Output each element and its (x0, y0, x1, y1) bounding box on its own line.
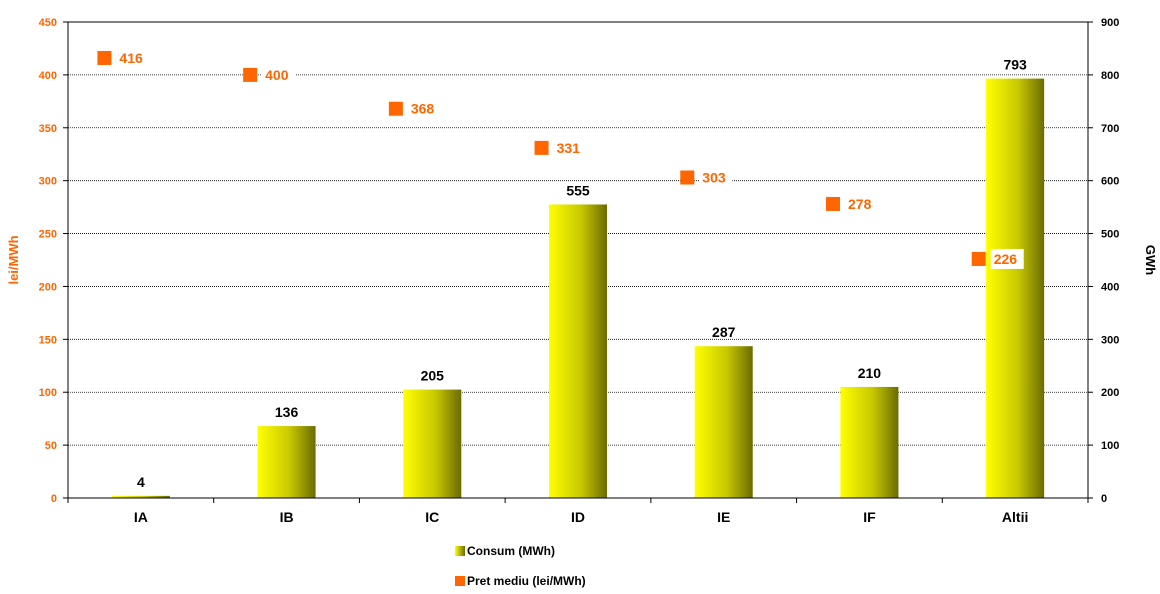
x-tick-label: Altii (1002, 509, 1028, 525)
right-tick-label: 300 (1101, 334, 1119, 346)
bar-value-label: 210 (858, 365, 882, 381)
marker-label-bg (990, 248, 1024, 269)
marker-label-bg (116, 47, 150, 68)
left-tick-label: 400 (39, 70, 57, 82)
marker-label-bg (262, 64, 296, 85)
left-tick-label: 250 (39, 229, 57, 241)
bar (840, 386, 899, 498)
bar-value-label: 555 (566, 182, 590, 198)
marker-label-bg (845, 193, 878, 214)
legend-label-consum: Consum (MWh) (467, 544, 555, 558)
price-value-label: 416 (119, 50, 143, 66)
left-tick-label: 100 (39, 387, 57, 399)
price-value-label: 400 (265, 67, 289, 83)
price-marker (243, 67, 258, 82)
left-tick-label: 350 (39, 123, 57, 135)
right-tick-label: 200 (1101, 387, 1119, 399)
x-tick-label: ID (571, 509, 585, 525)
price-value-label: 331 (557, 140, 581, 156)
price-marker (680, 170, 695, 185)
legend-item-consum: Consum (MWh) (455, 544, 555, 558)
left-tick-label: 450 (39, 17, 57, 29)
right-axis-title: GWh (1143, 245, 1158, 275)
left-tick-label: 50 (45, 440, 57, 452)
bar (403, 389, 462, 498)
bar-value-label: 793 (1003, 57, 1027, 73)
price-marker (971, 251, 986, 266)
marker-label-bg (699, 167, 733, 188)
legend-swatch-consum (455, 546, 465, 556)
bar-value-label: 287 (712, 324, 736, 340)
x-tick-label: IE (717, 509, 730, 525)
axes: 0501001502002503003504004500100200300400… (6, 17, 1158, 525)
right-tick-label: 900 (1101, 17, 1119, 29)
price-value-label: 303 (702, 169, 726, 185)
right-tick-label: 700 (1101, 123, 1119, 135)
marker-label-bg (553, 137, 587, 158)
price-marker (388, 101, 403, 116)
right-tick-label: 500 (1101, 229, 1119, 241)
price-marker (826, 196, 840, 211)
left-tick-label: 150 (39, 334, 57, 346)
left-tick-label: 0 (51, 493, 57, 505)
price-marker (534, 140, 549, 155)
labels: 4 136 205 555 287 210 793 (137, 57, 1027, 490)
right-tick-label: 800 (1101, 70, 1119, 82)
right-tick-label: 600 (1101, 176, 1119, 188)
bar-value-label: 205 (421, 368, 445, 384)
left-tick-label: 200 (39, 281, 57, 293)
left-axis-title: lei/MWh (6, 235, 21, 284)
bars (111, 78, 1045, 498)
marker-label-bg (407, 98, 441, 119)
bar (549, 204, 607, 498)
bar-value-label: 4 (137, 474, 145, 490)
x-tick-label: IB (280, 509, 294, 525)
bar (111, 495, 170, 498)
markers: 416 400 368 331 303 278 226 (97, 47, 1024, 269)
price-marker (97, 50, 112, 65)
right-tick-label: 100 (1101, 440, 1119, 452)
x-tick-label: IC (425, 509, 439, 525)
right-tick-label: 0 (1101, 493, 1107, 505)
bar (694, 346, 753, 498)
price-value-label: 278 (848, 196, 872, 212)
legend-swatch-pret (455, 576, 465, 586)
legend-label-pret: Pret mediu (lei/MWh) (467, 574, 586, 588)
x-tick-label: IF (863, 509, 876, 525)
bar-value-label: 136 (275, 404, 299, 420)
x-tick-label: IA (134, 509, 148, 525)
left-tick-label: 300 (39, 176, 57, 188)
legend-item-pret: Pret mediu (lei/MWh) (455, 574, 586, 588)
bar (257, 426, 316, 498)
right-tick-label: 400 (1101, 281, 1119, 293)
price-value-label: 368 (411, 101, 435, 117)
price-value-label: 226 (994, 251, 1018, 267)
bar (986, 78, 1045, 498)
